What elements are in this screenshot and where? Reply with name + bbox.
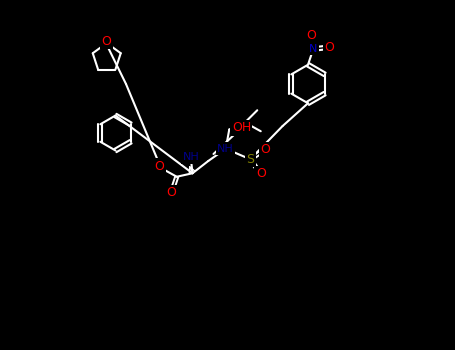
Text: O: O	[154, 160, 164, 173]
Text: S: S	[246, 153, 254, 166]
Text: O: O	[256, 167, 266, 181]
Text: O: O	[260, 143, 270, 156]
Text: O: O	[101, 35, 111, 48]
Text: OH: OH	[232, 121, 251, 134]
Text: NH: NH	[217, 144, 234, 154]
Text: O: O	[167, 186, 177, 199]
Text: O: O	[307, 29, 316, 42]
Text: N: N	[309, 44, 318, 54]
Text: NH: NH	[182, 153, 199, 162]
Text: O: O	[324, 41, 334, 54]
